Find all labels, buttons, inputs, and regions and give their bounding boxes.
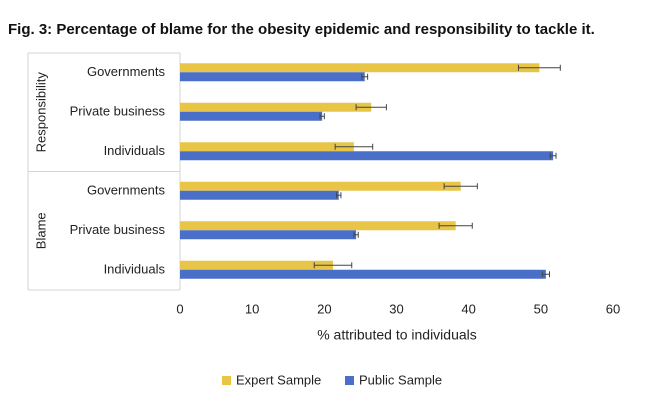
- group-label: Blame: [33, 212, 48, 249]
- bar: [180, 102, 372, 112]
- bar: [180, 142, 354, 152]
- category-label: Private business: [70, 222, 166, 237]
- group-label: Responsibility: [33, 72, 48, 153]
- error-bar: [549, 152, 557, 159]
- category-label: Individuals: [104, 262, 166, 277]
- x-tick-label: 50: [534, 301, 548, 316]
- error-bar: [353, 231, 359, 238]
- x-tick-label: 40: [461, 301, 475, 316]
- error-bar: [541, 271, 550, 278]
- chart-title: Fig. 3: Percentage of blame for the obes…: [8, 21, 595, 38]
- x-tick-label: 0: [176, 301, 183, 316]
- bar: [180, 111, 323, 121]
- error-bar: [443, 183, 478, 190]
- category-label: Governments: [87, 64, 166, 79]
- error-bar: [334, 143, 374, 150]
- x-tick-label: 30: [389, 301, 403, 316]
- error-bar: [438, 222, 473, 229]
- x-tick-label: 20: [317, 301, 331, 316]
- bar: [180, 181, 461, 191]
- bar: [180, 221, 456, 231]
- category-label: Private business: [70, 104, 166, 119]
- bar: [180, 190, 339, 200]
- bar: [180, 151, 554, 161]
- error-bar: [319, 113, 325, 120]
- bar: [180, 230, 357, 240]
- legend-swatch: [345, 376, 354, 385]
- category-label: Governments: [87, 183, 166, 198]
- bar: [180, 72, 365, 82]
- legend-swatch: [222, 376, 231, 385]
- bar: [180, 260, 333, 270]
- error-bar: [355, 104, 387, 111]
- error-bar: [361, 73, 369, 80]
- x-axis-label: % attributed to individuals: [317, 327, 477, 343]
- error-bar: [336, 192, 342, 199]
- bar: [180, 63, 540, 73]
- legend-label: Public Sample: [359, 372, 442, 387]
- legend-label: Expert Sample: [236, 372, 321, 387]
- error-bar: [313, 262, 353, 269]
- x-tick-label: 60: [606, 301, 620, 316]
- x-tick-label: 10: [245, 301, 259, 316]
- bar: [180, 269, 546, 279]
- error-bar: [517, 64, 561, 71]
- category-label: Individuals: [104, 143, 166, 158]
